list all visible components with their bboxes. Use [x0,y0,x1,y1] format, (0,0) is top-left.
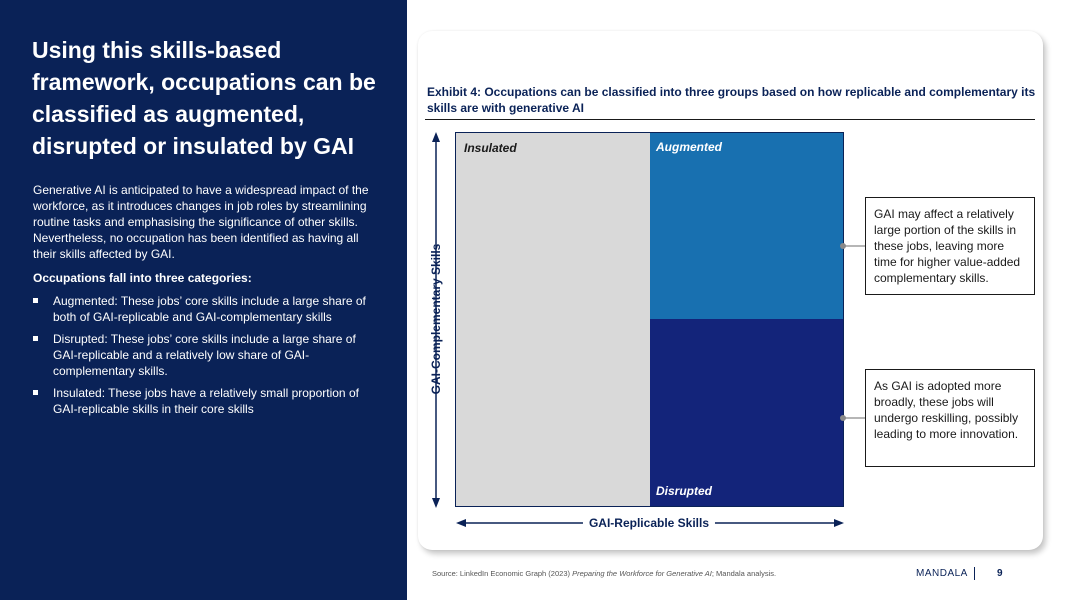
left-panel: Using this skills-based framework, occup… [0,0,407,600]
x-axis-arrow-right [834,519,844,527]
y-axis-label: GAI-Complementary Skills [429,243,443,395]
quadrant-label-augmented: Augmented [656,140,722,154]
bullet-marker [33,298,38,303]
quadrant-label-insulated: Insulated [464,141,517,155]
bullet-text: Disrupted: These jobs’ core skills inclu… [53,332,356,378]
intro-paragraph: Generative AI is anticipated to have a w… [33,183,369,261]
source-suffix: ; Mandala analysis. [711,569,777,578]
bullet-insulated: Insulated: These jobs have a relatively … [33,385,378,417]
callout-disrupted: As GAI is adopted more broadly, these jo… [865,369,1035,467]
source-title: Preparing the Workforce for Generative A… [572,569,712,578]
source-prefix: Source: LinkedIn Economic Graph (2023) [432,569,573,578]
bullet-text: Insulated: These jobs have a relatively … [53,386,359,416]
quadrant-label-disrupted: Disrupted [656,484,713,498]
slide-title: Using this skills-based framework, occup… [32,37,376,159]
bullet-disrupted: Disrupted: These jobs’ core skills inclu… [33,331,378,379]
page-number: 9 [997,568,1003,579]
brand-name: MANDALA [916,568,968,579]
y-axis-arrow-down [432,498,440,508]
categories-heading: Occupations fall into three categories: [33,271,252,285]
exhibit-title: Exhibit 4: Occupations can be classified… [427,85,1036,115]
connector-dot-augmented [840,243,846,249]
quadrant-insulated: Insulated [455,132,650,507]
x-axis-arrow-left [456,519,466,527]
bullet-augmented: Augmented: These jobs’ core skills inclu… [33,293,378,325]
quadrant-disrupted: Disrupted [650,319,844,507]
y-axis-arrow-up [432,132,440,142]
connector-dot-disrupted [840,415,846,421]
bullet-marker [33,336,38,341]
callout-augmented: GAI may affect a relatively large portio… [865,197,1035,295]
bullet-marker [33,390,38,395]
source-note: Source: LinkedIn Economic Graph (2023) P… [432,569,776,578]
category-list: Augmented: These jobs’ core skills inclu… [33,293,378,423]
footer-divider [974,567,975,580]
x-axis-label: GAI-Replicable Skills [582,516,716,530]
quadrant-augmented: Augmented [650,132,844,319]
exhibit-divider [425,119,1035,120]
bullet-text: Augmented: These jobs’ core skills inclu… [53,294,366,324]
